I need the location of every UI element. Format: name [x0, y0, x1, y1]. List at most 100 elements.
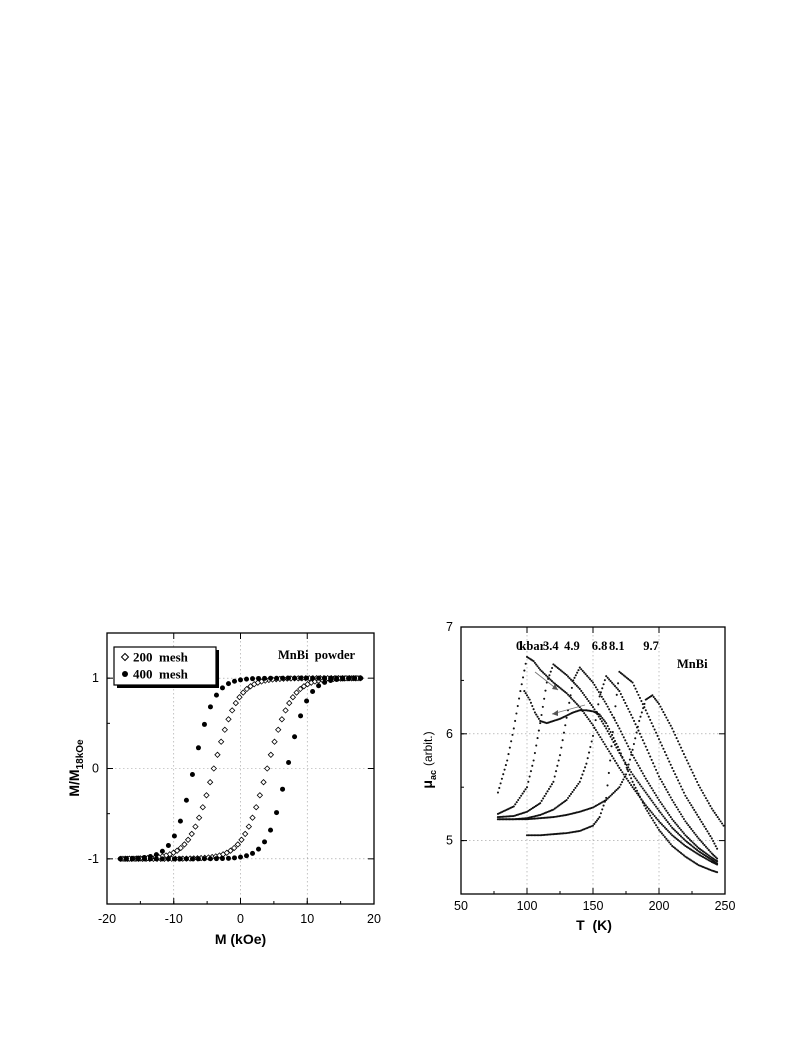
curve-point [511, 733, 514, 736]
curve-point [652, 696, 655, 699]
curve-point [697, 847, 700, 850]
curve-point [607, 771, 610, 775]
curve-point [637, 729, 640, 732]
data-point-400-mesh [316, 683, 322, 689]
curve-point [643, 774, 646, 778]
curve-point [550, 680, 553, 683]
data-point-200-mesh [253, 804, 260, 811]
curve-point [524, 662, 527, 665]
curve-point [499, 818, 502, 821]
curve-3 [496, 675, 719, 860]
curve-point [571, 790, 574, 793]
curve-point [618, 766, 621, 770]
curve-point [646, 748, 649, 751]
curve-point [575, 684, 578, 687]
curve-point [656, 772, 659, 775]
data-point-200-mesh [234, 841, 241, 848]
curve-point [619, 730, 622, 733]
curve-point [684, 839, 687, 842]
curve-point [638, 795, 641, 798]
data-point-400-mesh [250, 676, 256, 682]
curve-point [659, 811, 662, 814]
left-y-label-sub: 18kOe [75, 739, 86, 769]
curve-point [593, 708, 596, 711]
curve-point [531, 764, 534, 767]
data-point-200-mesh [238, 836, 245, 843]
curve-point [655, 699, 658, 702]
curve-point [619, 671, 622, 675]
curve-point [524, 818, 527, 821]
data-point-400-mesh [183, 856, 189, 862]
curve-point [699, 786, 702, 789]
curve-point [608, 728, 611, 731]
curve-point [584, 695, 587, 699]
curve-point [706, 853, 709, 856]
curve-point [554, 770, 558, 773]
pressure-label: kbar [519, 639, 545, 653]
curve-point [660, 813, 663, 816]
curve-point [627, 707, 630, 710]
data-point-400-mesh [304, 698, 310, 704]
curve-point [562, 689, 565, 692]
curve-point [609, 735, 612, 738]
curve-point [634, 786, 637, 789]
curve-point [587, 751, 591, 754]
data-point-400-mesh [328, 675, 334, 681]
curve-point [669, 796, 672, 799]
curve-point [635, 690, 639, 693]
curve-point [646, 809, 649, 812]
curve-point [675, 837, 678, 840]
curve-point [574, 701, 577, 704]
right-y-axis-label: μac (arbit.) [419, 731, 438, 788]
curve-point [504, 764, 507, 767]
curve-point [556, 685, 559, 688]
curve-point [655, 768, 658, 771]
curve-point [523, 669, 526, 672]
curve-point [617, 682, 620, 685]
curve-point [571, 698, 574, 701]
curve-point [660, 832, 663, 835]
pressure-label: 4.9 [564, 639, 580, 653]
curve-point [628, 710, 631, 713]
curve-point [634, 687, 637, 690]
curve-point [701, 823, 705, 826]
curve-point [688, 843, 691, 846]
curve-point [672, 835, 675, 838]
curve-point [685, 835, 688, 838]
curve-point [625, 704, 628, 707]
curve-point [598, 713, 601, 716]
curve-point [602, 804, 605, 807]
curve-point [671, 727, 674, 730]
curve-point [663, 807, 666, 810]
curve-point [668, 793, 671, 796]
data-point-400-mesh [231, 678, 237, 684]
curve-point [666, 811, 669, 814]
data-point-400-mesh [159, 848, 165, 854]
curve-point [642, 707, 645, 710]
data-point-200-mesh [278, 716, 286, 723]
curve-point [611, 681, 614, 684]
left-y-tick-label: -1 [88, 852, 99, 866]
curve-point [589, 745, 592, 749]
curve-point [653, 728, 656, 731]
curve-point [671, 844, 674, 847]
curve-point [532, 759, 535, 762]
curve-point [674, 836, 677, 839]
curve-point [613, 719, 617, 722]
data-point-200-mesh [260, 779, 267, 786]
curve-point [572, 788, 575, 791]
curve-point [682, 854, 685, 857]
curve-point [518, 796, 521, 799]
data-point-400-mesh [159, 856, 165, 862]
curve-point [691, 806, 694, 809]
curve-point [580, 689, 583, 693]
curve-point [678, 840, 681, 843]
curve-point [518, 697, 521, 700]
curve-point [598, 695, 601, 698]
curve-point [534, 834, 537, 837]
curve-point [675, 776, 678, 779]
curve-point [612, 741, 615, 744]
curve-point [611, 755, 614, 758]
left-legend-box [113, 646, 217, 686]
curve-point [679, 841, 683, 844]
